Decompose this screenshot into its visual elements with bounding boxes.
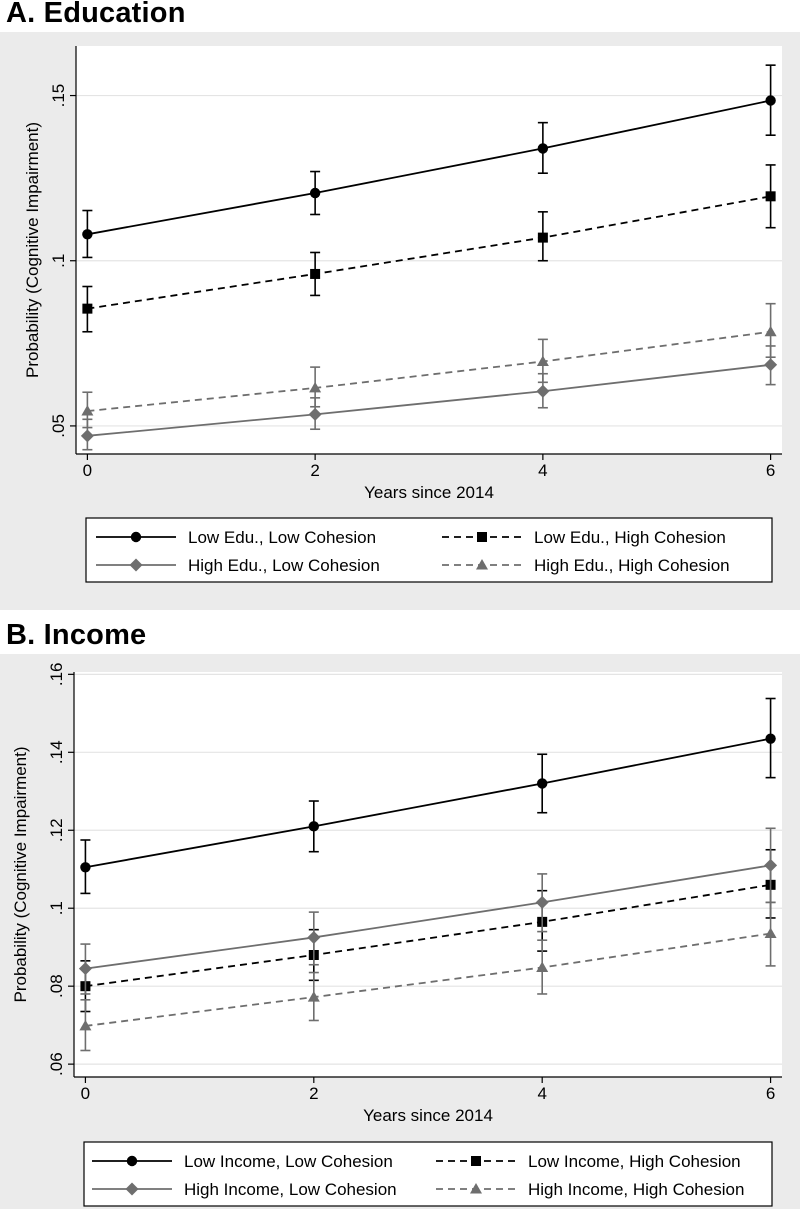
- data-point: [535, 895, 549, 909]
- x-axis-title: Years since 2014: [364, 483, 494, 502]
- x-tick-label: 2: [310, 461, 319, 480]
- legend-item-high-edu-low-cohesion: High Edu., Low Cohesion: [96, 556, 380, 575]
- series-line: [85, 864, 771, 970]
- y-tick-label: .1: [49, 254, 68, 268]
- legend-marker: [470, 1183, 482, 1194]
- panel-b-title: B. Income: [6, 619, 147, 651]
- panel-a-title: A. Education: [6, 0, 186, 29]
- legend-item-high-income-high-cohesion: High Income, High Cohesion: [436, 1180, 744, 1199]
- data-point: [310, 268, 321, 279]
- data-point: [764, 358, 778, 372]
- legend: Low Income, Low Cohesion Low Income, High…: [83, 1141, 773, 1207]
- series-low-edu-low-cohesion: [82, 64, 776, 259]
- data-point: [79, 1019, 92, 1031]
- data-point: [536, 778, 548, 789]
- series-high-income-high-cohesion: [79, 901, 777, 1052]
- legend-label: High Income, Low Cohesion: [184, 1180, 397, 1199]
- data-point: [765, 733, 776, 744]
- legend-marker: [476, 559, 488, 570]
- legend-marker: [130, 531, 142, 543]
- plot-area: [74, 672, 782, 1077]
- education-chart: .05 .1 .15 0 2 4 6 Years since 2014 Probability …: [0, 32, 800, 610]
- y-tick-label: .05: [49, 414, 68, 438]
- series-line: [85, 737, 771, 869]
- legend-marker: [477, 532, 487, 542]
- y-axis-title: Probability (Cognitive Impairment): [23, 122, 42, 378]
- data-point: [536, 355, 549, 366]
- y-tick-label: .12: [47, 818, 66, 842]
- legend-label: Low Income, High Cohesion: [528, 1152, 741, 1171]
- data-point: [307, 930, 321, 944]
- y-tick-label: .1: [47, 901, 66, 915]
- x-tick-label: 0: [83, 461, 92, 480]
- legend-label: Low Income, Low Cohesion: [184, 1152, 393, 1171]
- legend-item-high-edu-high-cohesion: High Edu., High Cohesion: [442, 556, 730, 575]
- income-chart: .06 .08 .1 .12 .14 .16 0 2 4 6 Years since 2014 Pro…: [0, 654, 800, 1209]
- legend-label: High Income, High Cohesion: [528, 1180, 744, 1199]
- data-point: [765, 95, 776, 106]
- data-point: [307, 991, 320, 1002]
- plot-area: [76, 46, 782, 454]
- series-line: [85, 883, 771, 988]
- legend-box: [83, 1141, 773, 1207]
- series-high-edu-high-cohesion: [81, 302, 777, 429]
- x-tick-label: 2: [309, 1084, 318, 1103]
- x-tick-label: 0: [81, 1084, 90, 1103]
- data-point: [82, 229, 93, 240]
- legend-item-high-income-low-cohesion: High Income, Low Cohesion: [92, 1180, 397, 1199]
- legend-item-low-edu-high-cohesion: Low Edu., High Cohesion: [442, 528, 726, 547]
- data-point: [765, 191, 776, 202]
- data-point: [81, 405, 94, 416]
- data-point: [764, 325, 777, 337]
- legend-label: Low Edu., Low Cohesion: [188, 528, 376, 547]
- y-tick-label: .08: [47, 974, 66, 998]
- series-high-edu-low-cohesion: [80, 345, 778, 451]
- legend-item-low-income-low-cohesion: Low Income, Low Cohesion: [92, 1152, 393, 1171]
- y-tick-label: .15: [49, 84, 68, 108]
- series-line: [87, 363, 771, 437]
- x-tick-label: 6: [766, 461, 775, 480]
- data-point: [537, 143, 549, 154]
- series-high-income-low-cohesion: [78, 827, 778, 995]
- series-line: [87, 195, 771, 310]
- legend-label: High Edu., Low Cohesion: [188, 556, 380, 575]
- y-tick-label: .06: [47, 1052, 66, 1076]
- legend-marker: [126, 1155, 138, 1167]
- data-point: [82, 303, 93, 314]
- y-tick-label: .16: [47, 663, 66, 687]
- data-point: [536, 384, 550, 398]
- legend: Low Edu., Low Cohesion Low Edu., High Coh…: [85, 517, 773, 583]
- y-tick-label: .14: [47, 740, 66, 764]
- legend-marker: [125, 1182, 139, 1196]
- y-axis-title: Probability (Cognitive Impairment): [11, 746, 30, 1002]
- data-point: [764, 927, 777, 939]
- legend-marker: [471, 1156, 481, 1166]
- series-low-income-low-cohesion: [80, 697, 776, 895]
- data-point: [536, 961, 549, 972]
- legend-item-low-income-high-cohesion: Low Income, High Cohesion: [436, 1152, 741, 1171]
- series-low-edu-high-cohesion: [82, 164, 776, 333]
- x-tick-label: 4: [537, 1084, 546, 1103]
- data-point: [308, 821, 320, 832]
- legend-item-low-edu-low-cohesion: Low Edu., Low Cohesion: [96, 528, 376, 547]
- legend-marker: [129, 558, 143, 572]
- legend-label: High Edu., High Cohesion: [534, 556, 730, 575]
- x-tick-label: 6: [766, 1084, 775, 1103]
- data-point: [537, 232, 548, 243]
- x-tick-label: 4: [538, 461, 547, 480]
- data-point: [80, 429, 94, 443]
- data-point: [309, 381, 322, 393]
- data-point: [78, 962, 92, 976]
- data-point: [309, 187, 321, 199]
- series-line: [87, 99, 771, 236]
- data-point: [308, 407, 322, 421]
- data-point: [80, 862, 91, 873]
- x-axis-title: Years since 2014: [363, 1106, 493, 1125]
- legend-box: [85, 517, 773, 583]
- data-point: [764, 858, 778, 872]
- legend-label: Low Edu., High Cohesion: [534, 528, 726, 547]
- series-line: [87, 330, 771, 412]
